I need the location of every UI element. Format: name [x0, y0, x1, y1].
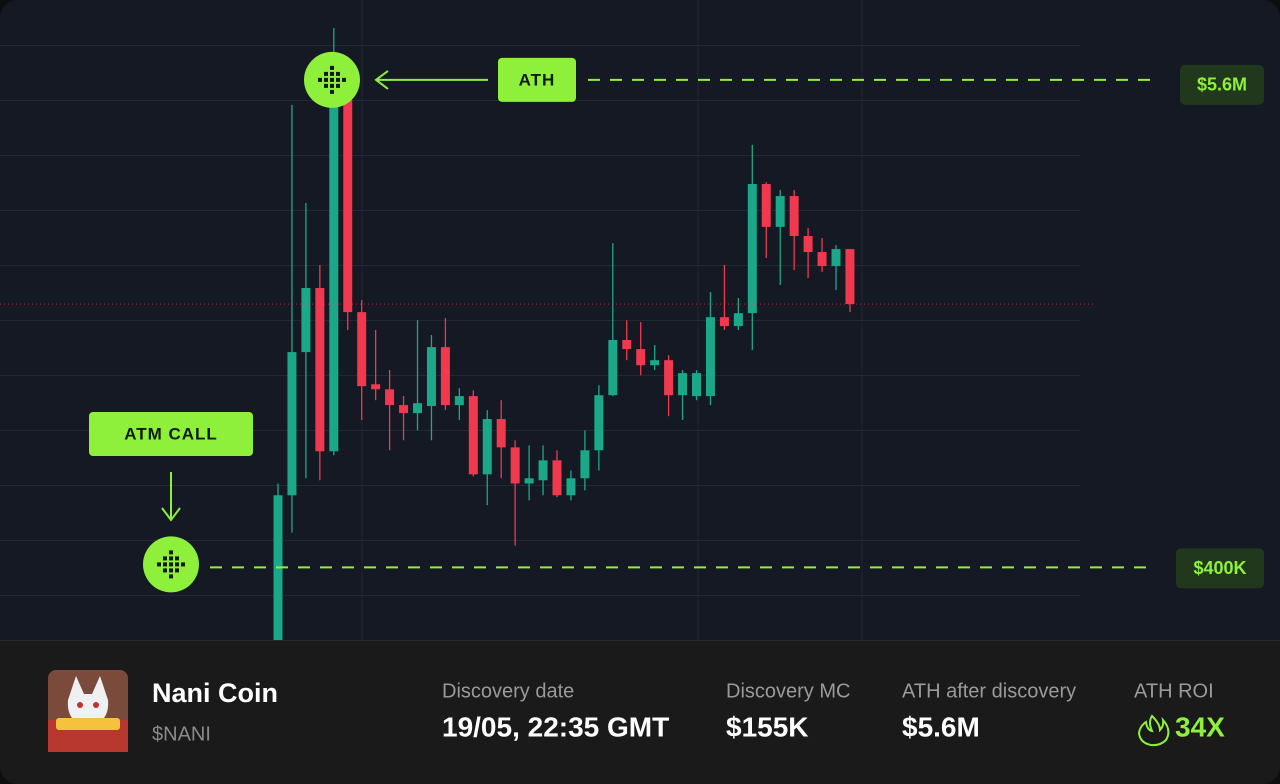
annotations: ATH $5.6M ATM CALL $400K [89, 51, 1264, 593]
candle-body [845, 249, 855, 305]
candle-body [301, 288, 311, 353]
icon-dot [324, 83, 328, 88]
icon-dot [163, 562, 167, 567]
candle-body [482, 419, 492, 475]
candle-body [775, 196, 785, 227]
icon-dot [163, 568, 167, 573]
candle-body [510, 447, 520, 484]
price-tag-label: $400K [1193, 558, 1246, 578]
icon-dot [330, 89, 334, 94]
icon-dot [169, 568, 173, 573]
price-tag [1176, 548, 1264, 589]
candle-body [692, 373, 701, 397]
candle-body [426, 347, 436, 407]
icon-dot [336, 77, 340, 82]
candle-body [608, 339, 618, 396]
icon-dot [169, 556, 173, 561]
tag-label: ATM CALL [124, 424, 218, 443]
candle-body [496, 419, 506, 448]
candle-body [705, 317, 715, 397]
stat-value: 34X [1175, 711, 1225, 742]
candle-body [329, 99, 339, 452]
icon-dot [342, 77, 346, 82]
candle-body [538, 460, 548, 481]
icon-dot [330, 65, 334, 70]
candle-body [831, 249, 841, 267]
candle-body [343, 99, 353, 313]
stat-label: Discovery date [442, 680, 574, 702]
stat-label: ATH ROI [1134, 680, 1214, 702]
icon-dot [318, 77, 322, 82]
icon-dot [181, 562, 185, 567]
icon-dot [336, 83, 340, 88]
candle-body [315, 288, 325, 452]
candle-body [622, 339, 632, 350]
tag-label: ATH [519, 70, 556, 89]
stat-value: 19/05, 22:35 GMT [442, 711, 669, 742]
stat-label: ATH after discovery [902, 680, 1076, 702]
candle-body [678, 373, 688, 396]
candle-body [789, 196, 799, 237]
candle-body [594, 395, 604, 451]
icon-dot [324, 77, 328, 82]
candle-body [468, 396, 478, 475]
icon-dot [330, 71, 334, 76]
icon-dot [157, 562, 161, 567]
grid-pattern [0, 0, 1080, 640]
candle-body [399, 405, 409, 414]
stat-label: Discovery MC [726, 680, 850, 702]
tag-box [89, 412, 253, 456]
candle-body [287, 352, 297, 496]
tag-box [498, 57, 576, 102]
candle-body [385, 389, 395, 406]
candle-body [761, 184, 771, 227]
candle-body [580, 450, 590, 479]
icon-dot [169, 550, 173, 555]
candle-body [566, 478, 576, 496]
icon-dot [175, 562, 179, 567]
arrow-head [161, 507, 181, 522]
coin-name: Nani Coin [152, 678, 278, 708]
candle-body [413, 403, 422, 414]
coin-ticker: $NANI [152, 723, 211, 745]
candle-body [552, 460, 562, 496]
candle-body [524, 478, 534, 484]
icon-dot [330, 77, 334, 82]
footer-bg [0, 640, 1280, 784]
arrow-head [374, 70, 389, 90]
price-tag [1180, 64, 1264, 105]
stat-value: $155K [726, 711, 809, 742]
candle-body [454, 396, 464, 406]
icon-dot [336, 71, 340, 76]
candle-body [357, 312, 367, 387]
candle-body [650, 360, 660, 366]
icon-dot [169, 562, 173, 567]
candle-body [719, 317, 729, 327]
icon-dot [175, 568, 179, 573]
candle-body [817, 252, 827, 267]
price-tag-label: $5.6M [1197, 75, 1247, 95]
candle-body [636, 349, 646, 366]
candle-body [664, 360, 674, 396]
icon-dot [175, 556, 179, 561]
candle-body [371, 384, 381, 390]
logo [48, 670, 128, 752]
stat-value: $5.6M [902, 711, 980, 742]
icon-dot [330, 83, 334, 88]
candle-body [733, 313, 743, 327]
fire-icon [1137, 714, 1170, 747]
candle-body [803, 236, 813, 253]
icon-dot [324, 71, 328, 76]
icon-dot [169, 574, 173, 579]
icon-dot [163, 556, 167, 561]
candle-body [440, 347, 450, 406]
candle-body [747, 184, 757, 314]
